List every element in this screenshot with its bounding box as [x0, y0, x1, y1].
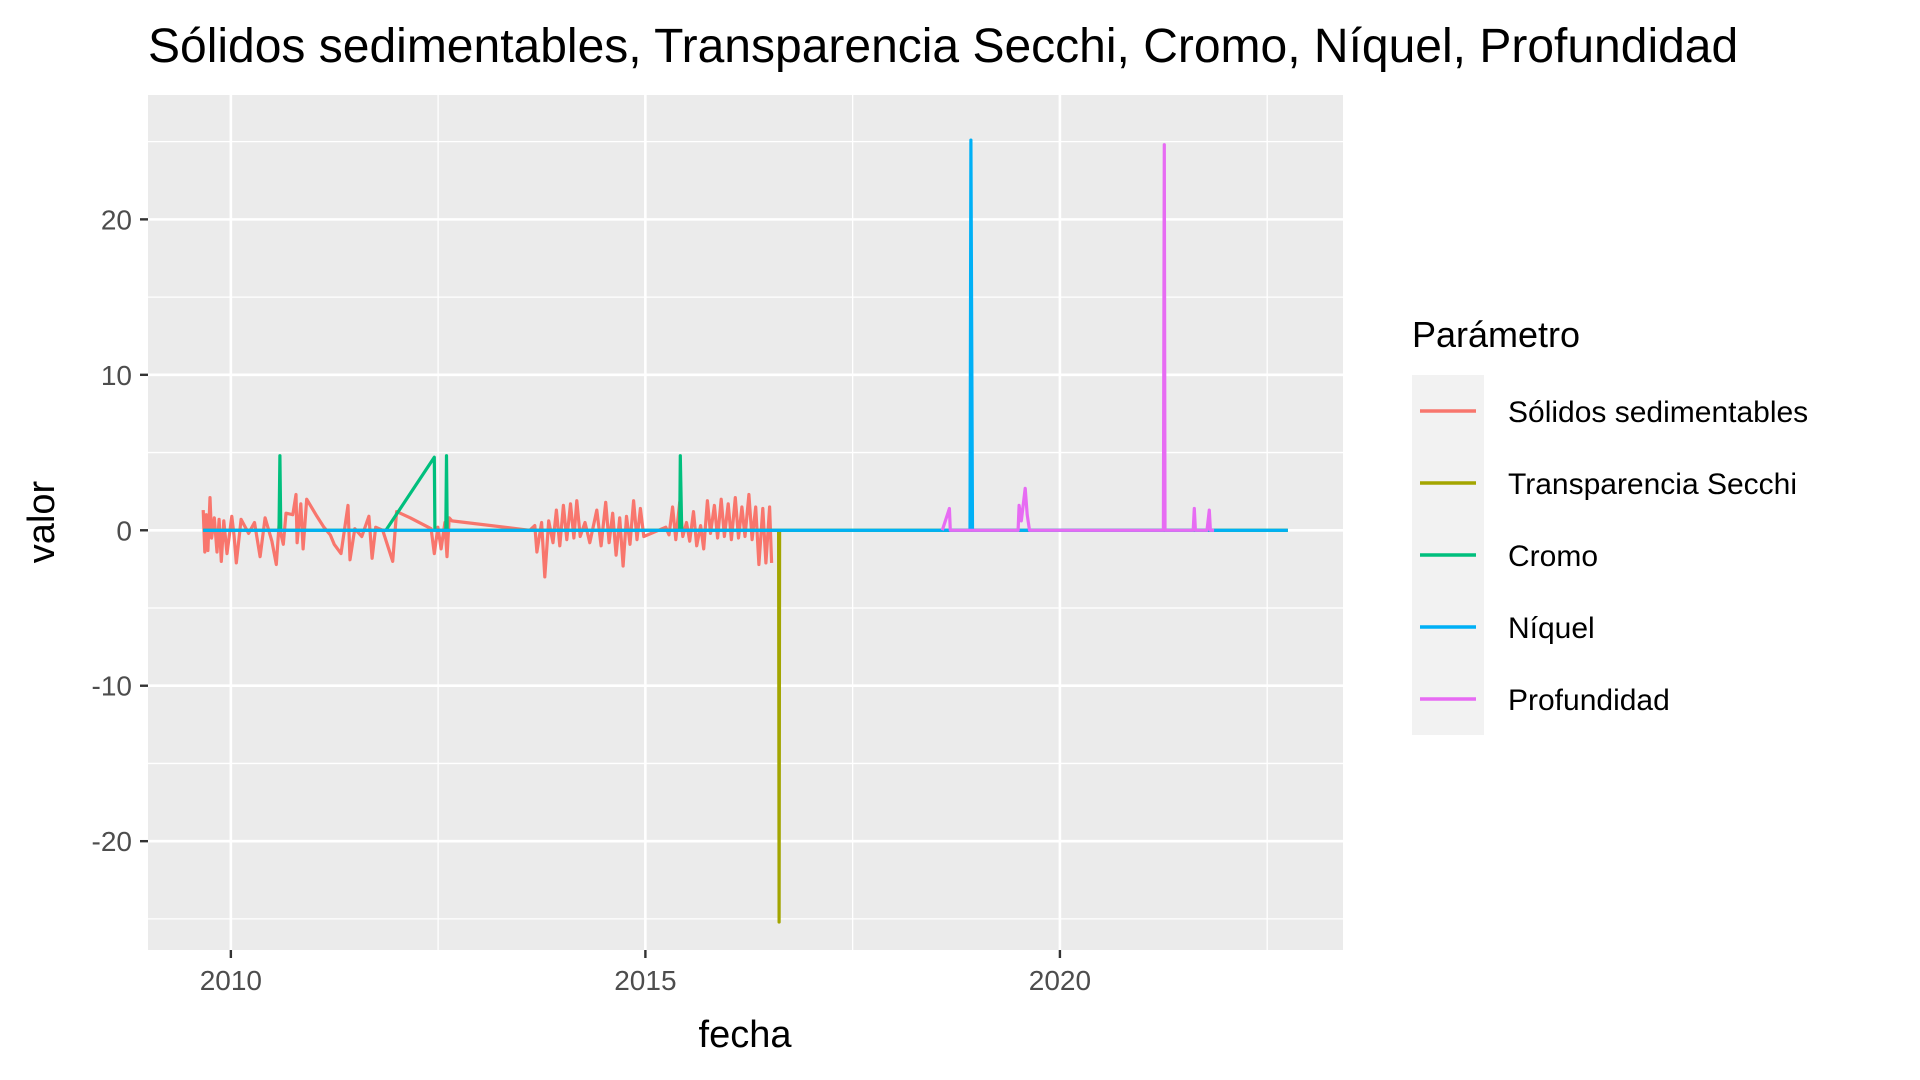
y-tick-label: 0 — [116, 515, 132, 546]
chart-title: Sólidos sedimentables, Transparencia Sec… — [148, 20, 1738, 73]
y-tick-label: 10 — [101, 360, 132, 391]
legend-label: Transparencia Secchi — [1508, 468, 1797, 501]
x-tick-label: 2015 — [614, 965, 676, 996]
legend-label: Profundidad — [1508, 684, 1670, 717]
x-tick-label: 2010 — [200, 965, 262, 996]
y-tick-label: -20 — [92, 826, 132, 857]
legend-label: Cromo — [1508, 540, 1598, 573]
legend-label: Sólidos sedimentables — [1508, 396, 1808, 429]
grid-minor — [148, 95, 1343, 950]
y-axis-title: valor — [21, 480, 63, 563]
series-layer — [201, 138, 1288, 924]
x-tick-label: 2020 — [1029, 965, 1091, 996]
x-axis-title: fecha — [699, 1014, 793, 1056]
legend-label: Níquel — [1508, 612, 1595, 645]
axis-ticks: -20 -10 0 10 20 2010 2015 2020 — [92, 204, 1092, 996]
legend: Parámetro Sólidos sedimentables Transpare… — [1412, 314, 1808, 735]
legend-items: Sólidos sedimentables Transparencia Secch… — [1420, 396, 1808, 717]
legend-title: Parámetro — [1412, 314, 1580, 355]
y-tick-label: 20 — [101, 204, 132, 235]
series-line-profundidad — [940, 143, 1215, 532]
y-tick-label: -10 — [92, 671, 132, 702]
